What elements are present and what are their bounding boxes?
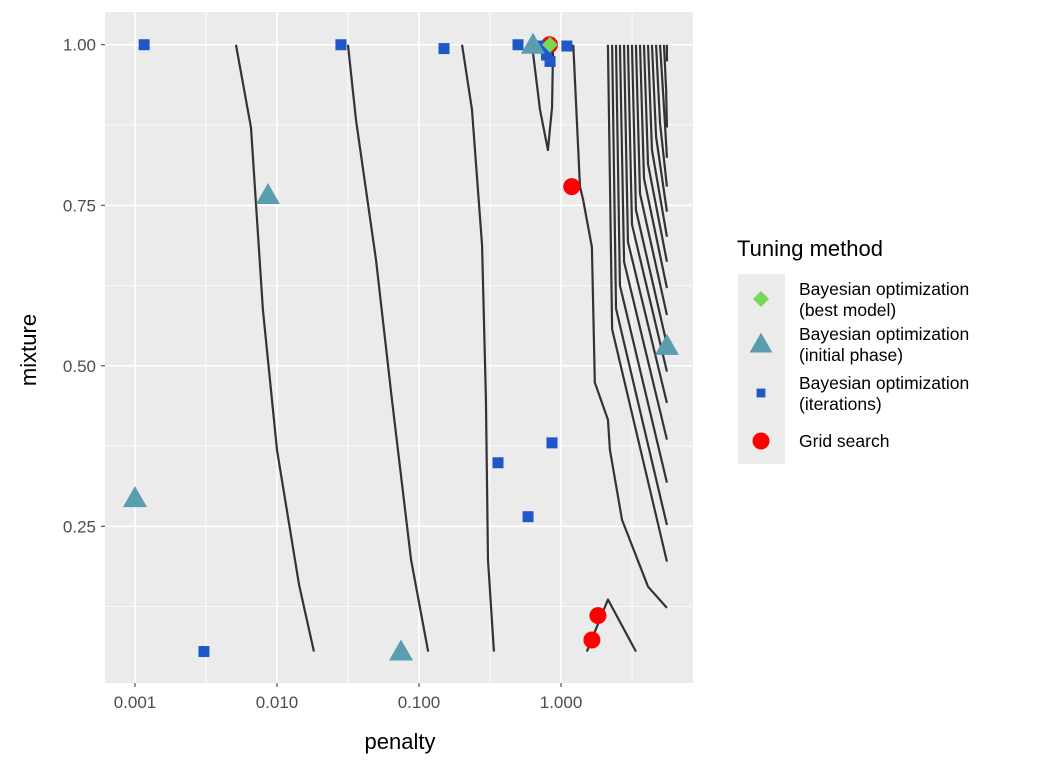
legend: Tuning method Bayesian optimization(best… xyxy=(737,236,969,464)
contour-line xyxy=(572,44,668,609)
legend-label: (best model) xyxy=(799,300,896,320)
contour-lines xyxy=(234,44,669,653)
legend-label: Bayesian optimization xyxy=(799,279,969,299)
y-tick-label: 0.25 xyxy=(63,517,96,536)
x-tick-label: 0.010 xyxy=(256,693,299,712)
triangle-point xyxy=(654,333,679,355)
legend-label: Grid search xyxy=(799,431,889,451)
legend-key-diamond xyxy=(753,291,769,307)
triangle-point xyxy=(389,639,414,661)
contour-line xyxy=(622,44,669,404)
triangle-point xyxy=(255,183,280,204)
x-axis-title: penalty xyxy=(365,729,436,754)
contour-line xyxy=(626,44,669,372)
legend-label: Bayesian optimization xyxy=(799,324,969,344)
y-tick-label: 1.00 xyxy=(63,36,96,55)
legend-key-square xyxy=(756,388,766,398)
square-point xyxy=(536,40,548,52)
legend-label: (initial phase) xyxy=(799,345,903,365)
triangle-point xyxy=(122,486,147,508)
data-points xyxy=(122,32,679,661)
circle-point xyxy=(583,631,601,649)
y-tick-label: 0.75 xyxy=(63,196,96,215)
square-point xyxy=(198,646,210,658)
contour-line xyxy=(630,44,669,345)
square-point xyxy=(544,55,556,67)
contour-line xyxy=(614,44,669,483)
legend-key-triangle xyxy=(749,332,773,353)
square-point xyxy=(438,43,450,55)
contour-line xyxy=(658,44,669,158)
x-tick-label: 1.000 xyxy=(540,693,583,712)
contour-line xyxy=(606,44,669,562)
contour-line xyxy=(530,44,555,152)
circle-point xyxy=(589,607,607,625)
legend-key-circle xyxy=(752,432,770,450)
contour-line xyxy=(618,44,669,440)
x-tick-label: 0.001 xyxy=(114,693,157,712)
square-point xyxy=(540,49,552,61)
circle-point xyxy=(563,178,581,196)
y-tick-label: 0.50 xyxy=(63,357,96,376)
contour-line xyxy=(638,44,669,289)
y-axis-title: mixture xyxy=(16,314,41,386)
contour-line xyxy=(654,44,669,187)
plot-panel xyxy=(105,12,693,683)
diamond-point xyxy=(542,36,559,53)
contour-line xyxy=(662,44,669,128)
square-point xyxy=(138,39,150,51)
contour-line xyxy=(234,44,315,652)
square-point xyxy=(561,40,573,52)
square-point xyxy=(492,457,504,469)
contour-line xyxy=(460,44,496,652)
square-point xyxy=(335,39,347,51)
contour-line xyxy=(634,44,669,316)
legend-label: (iterations) xyxy=(799,394,882,414)
square-point xyxy=(522,511,534,523)
contour-line xyxy=(346,44,430,652)
contour-line xyxy=(642,44,669,262)
y-axis: 0.25 0.50 0.75 1.00 xyxy=(63,36,105,536)
square-point xyxy=(512,39,524,51)
legend-label: Bayesian optimization xyxy=(799,373,969,393)
contour-line xyxy=(611,44,669,526)
legend-title: Tuning method xyxy=(737,236,883,261)
square-point xyxy=(546,437,558,449)
triangle-point xyxy=(521,32,546,54)
x-axis: 0.001 0.010 0.100 1.000 xyxy=(114,683,583,712)
contour-line xyxy=(650,44,669,212)
contour-line xyxy=(646,44,669,237)
x-tick-label: 0.100 xyxy=(398,693,441,712)
